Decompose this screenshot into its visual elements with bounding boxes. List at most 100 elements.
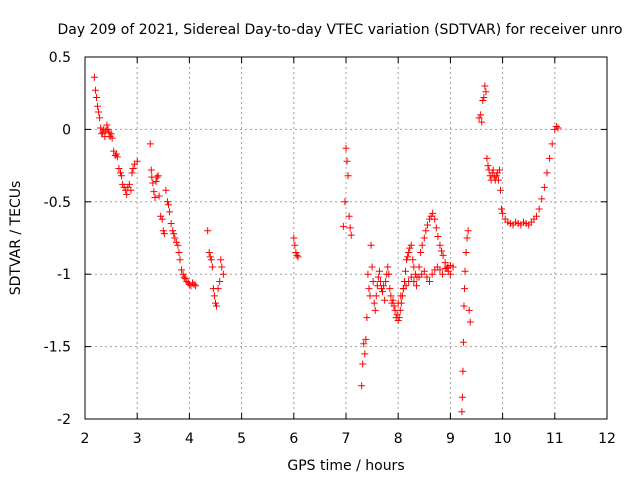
data-point [116,169,124,177]
data-point [169,227,177,235]
data-point [149,179,157,187]
data-point [460,302,468,310]
data-point [97,124,105,132]
data-point [294,253,302,261]
data-point [165,201,173,209]
data-point [363,314,371,322]
data-point [407,241,415,249]
data-point [128,169,136,177]
data-point [359,360,367,368]
data-point [404,253,412,261]
data-point [464,227,472,235]
data-point [171,234,179,242]
data-point [415,263,423,271]
data-point [499,209,507,217]
data-point [174,241,182,249]
data-point [477,111,485,119]
data-point [166,208,174,216]
data-point [96,114,104,122]
data-point [113,153,121,161]
data-point [103,121,111,129]
data-point [347,231,355,239]
data-point [369,277,377,285]
x-tick-label: 5 [237,431,246,447]
data-point [343,157,351,165]
data-point [214,285,222,293]
data-point [178,266,186,274]
data-points [90,73,562,416]
data-point [190,280,198,288]
x-axis-label: GPS time / hours [287,458,404,474]
data-point [535,205,543,213]
data-point [360,340,368,348]
data-point [124,183,132,191]
x-tick-label: 4 [185,431,194,447]
data-point [394,299,402,307]
data-point [155,192,163,200]
data-point [213,302,221,310]
x-tick-label: 9 [446,431,455,447]
data-point [465,306,473,314]
data-point [554,124,562,132]
data-point [291,241,299,249]
data-point [394,317,402,325]
data-point [552,123,560,131]
y-tick-label: -1 [57,267,71,283]
data-point [385,270,393,278]
data-point [341,198,349,206]
y-tick-label: 0.5 [49,50,71,66]
data-point [462,248,470,256]
data-point [123,191,131,199]
data-point [379,288,387,296]
y-tick-label: -1.5 [44,340,71,356]
data-point [342,144,350,152]
data-point [361,350,369,358]
y-tick-label: -2 [57,412,71,428]
data-point [387,292,395,300]
data-point [495,166,503,174]
y-tick-label: -0.5 [44,195,71,211]
grid [85,57,607,419]
chart-title: Day 209 of 2021, Sidereal Day-to-day VTE… [58,22,623,38]
data-point [494,176,502,184]
data-point [153,173,161,181]
data-point [160,230,168,238]
axis-ticks [84,56,608,420]
data-point [405,248,413,256]
x-tick-label: 12 [598,431,616,447]
data-point [380,282,388,290]
data-point [417,248,425,256]
data-point [434,233,442,241]
data-point [208,263,216,271]
data-point [157,212,165,220]
data-point [127,186,135,194]
data-point [551,125,559,133]
data-point [175,248,183,256]
data-point [189,279,197,287]
data-point [492,172,500,180]
data-point [446,270,454,278]
data-point [162,186,170,194]
data-point [429,209,437,217]
data-point [382,277,390,285]
data-point [176,256,184,264]
data-point [402,267,410,275]
data-point [364,270,372,278]
data-point [466,318,474,326]
x-tick-label: 2 [81,431,90,447]
data-point [546,154,554,162]
data-point [179,270,187,278]
data-point [339,222,347,230]
data-point [172,238,180,246]
data-point [409,256,417,264]
data-point [458,408,466,416]
data-point [118,172,126,180]
data-point [428,270,436,278]
data-point [543,169,551,177]
x-tick-label: 3 [133,431,142,447]
data-point [375,267,383,275]
data-point [538,195,546,203]
x-tick-label: 8 [394,431,403,447]
data-point [219,270,227,278]
data-point [129,164,137,172]
